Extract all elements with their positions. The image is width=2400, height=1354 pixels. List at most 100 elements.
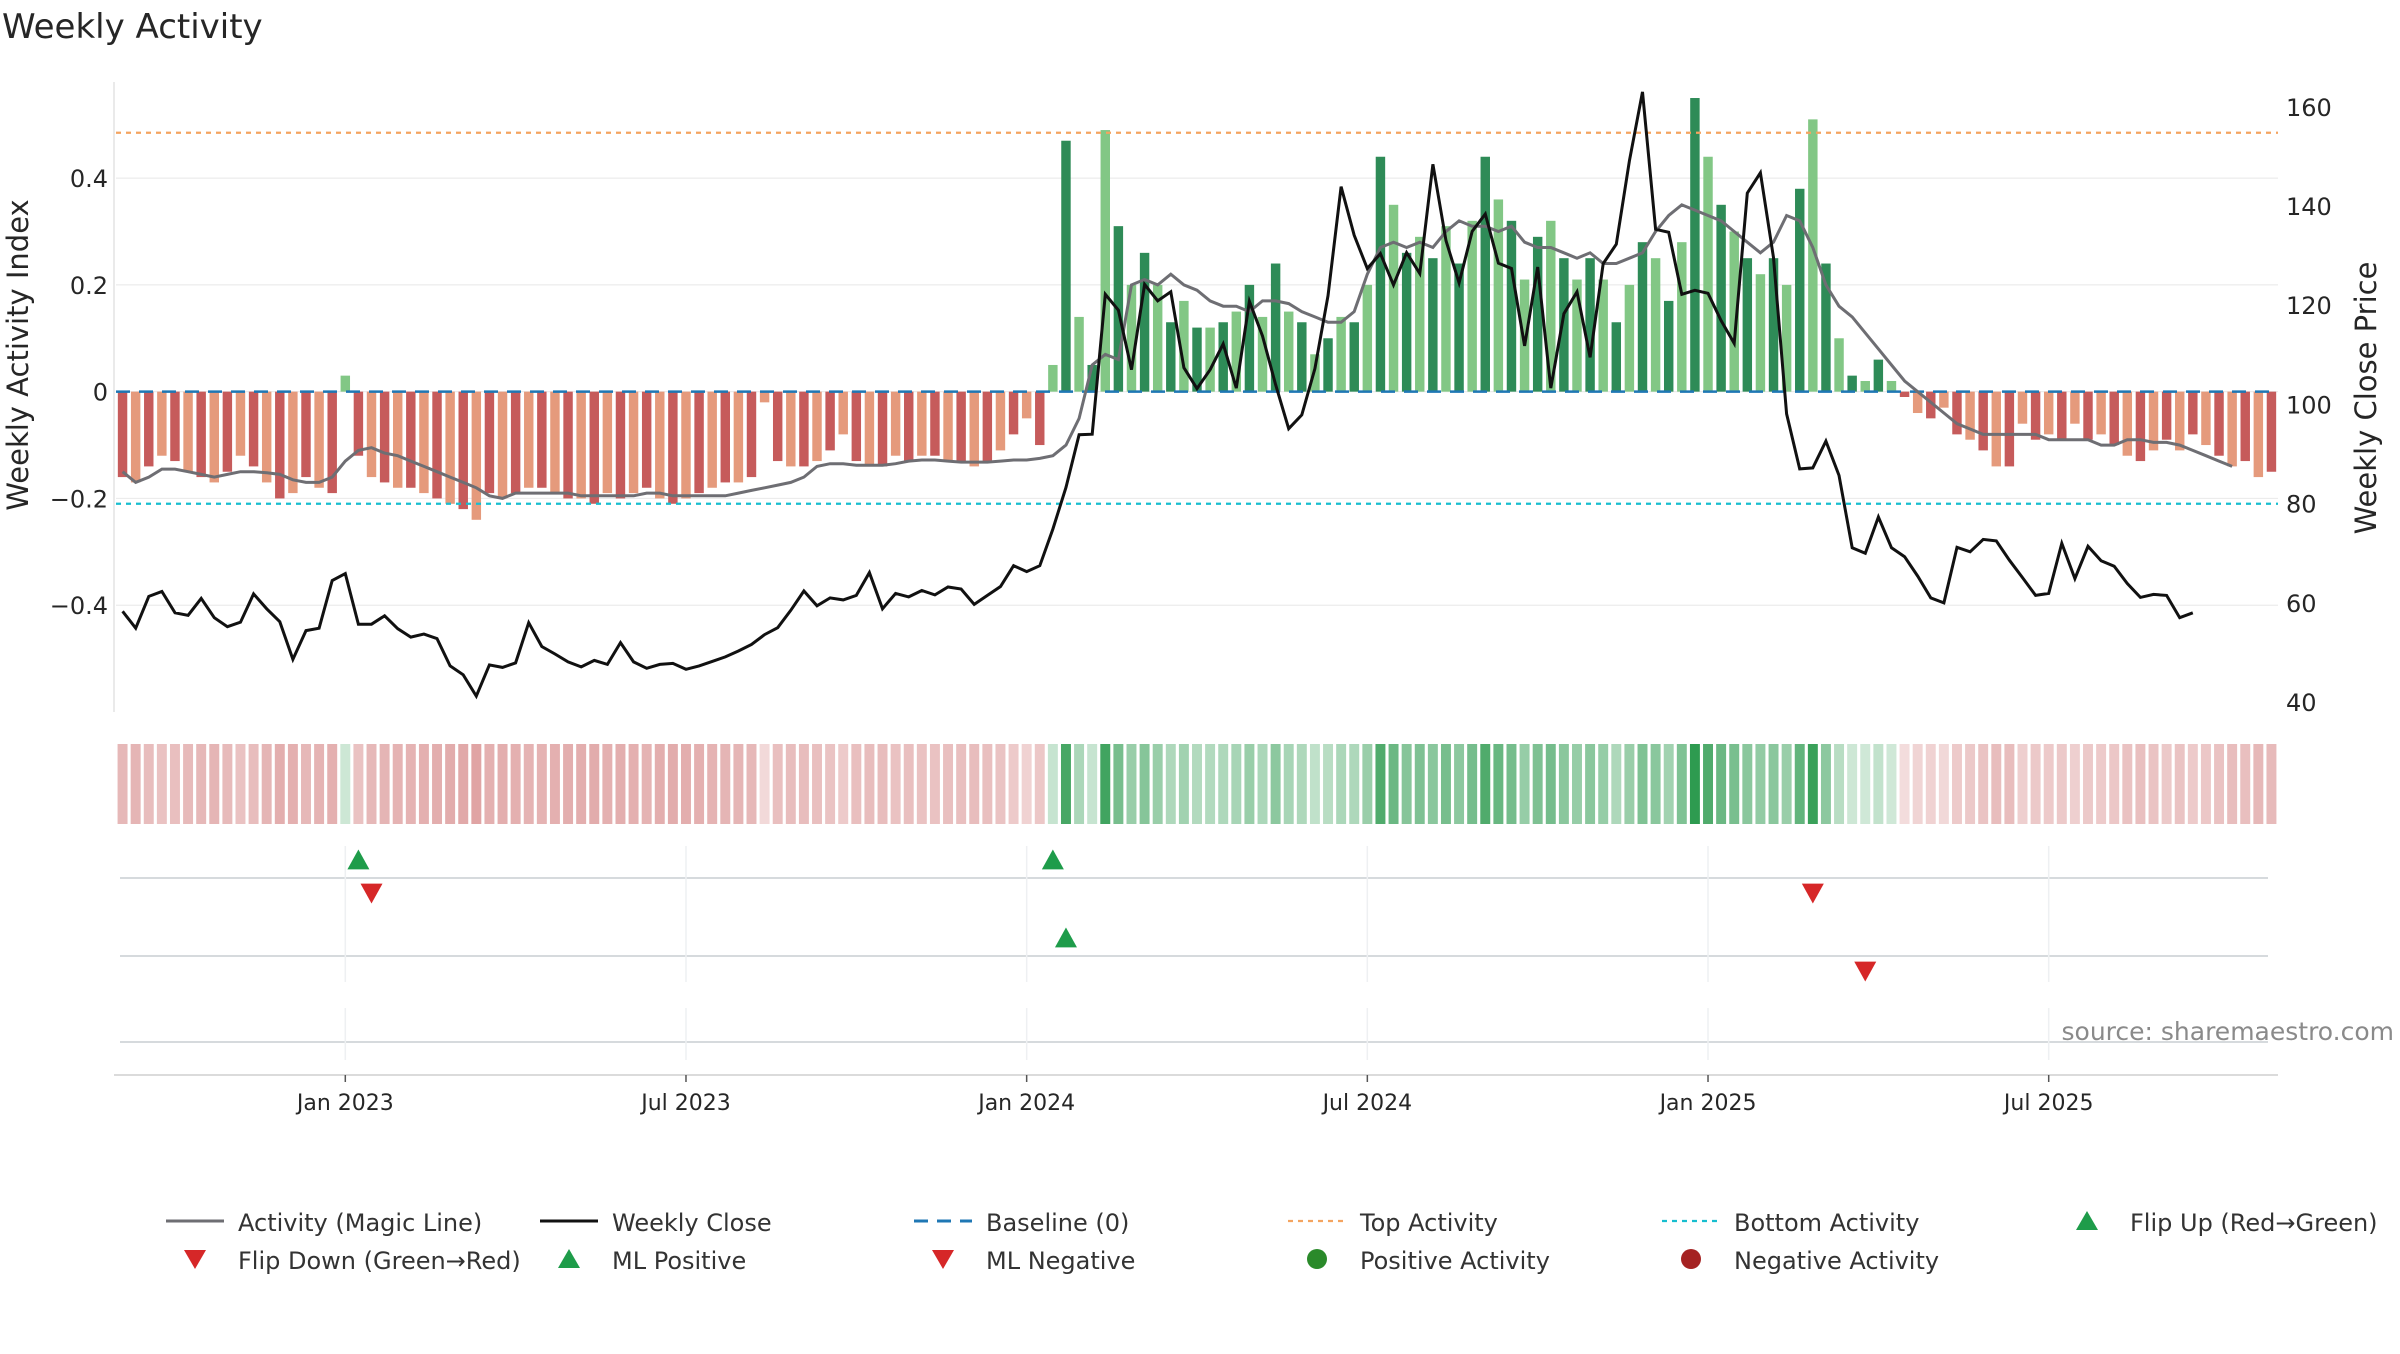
- heat-cell: [1834, 744, 1845, 824]
- activity-bar: [1729, 231, 1739, 392]
- heat-cell: [497, 744, 508, 824]
- legend-swatch-triangle-up: [558, 1249, 580, 1268]
- heat-cell: [1205, 744, 1216, 824]
- heat-cell: [2056, 744, 2067, 824]
- activity-bar: [969, 391, 979, 467]
- heat-cell: [1506, 744, 1517, 824]
- activity-bar: [1926, 391, 1936, 419]
- legend-item: Negative Activity: [1681, 1247, 1939, 1275]
- heat-cell: [1899, 744, 1910, 824]
- activity-bar: [1886, 380, 1897, 392]
- heat-cell: [1689, 744, 1700, 824]
- activity-bar: [1428, 258, 1438, 392]
- heat-cell: [2174, 744, 2185, 824]
- heat-cell: [667, 744, 678, 824]
- activity-bar: [1192, 327, 1202, 392]
- activity-bar: [1755, 274, 1766, 392]
- legend-item: Flip Up (Red→Green): [2076, 1209, 2378, 1237]
- heat-cell: [1270, 744, 1281, 824]
- heat-cell: [602, 744, 613, 824]
- heat-cell: [1794, 744, 1805, 824]
- heat-cell: [445, 744, 456, 824]
- heat-cell: [1860, 744, 1871, 824]
- heat-cell: [1545, 744, 1556, 824]
- heat-cell: [694, 744, 705, 824]
- heat-cell: [1755, 744, 1766, 824]
- heat-cell: [1938, 744, 1949, 824]
- heat-cell: [261, 744, 272, 824]
- heat-cell: [1742, 744, 1753, 824]
- legend-label: Activity (Magic Line): [238, 1209, 482, 1237]
- activity-bar: [471, 391, 482, 520]
- chart-title: Weekly Activity: [2, 7, 263, 47]
- legend-label: Bottom Activity: [1734, 1209, 1919, 1237]
- heat-cell: [2148, 744, 2159, 824]
- activity-bar: [275, 391, 285, 499]
- heat-cell: [1231, 744, 1242, 824]
- activity-bar: [1650, 258, 1661, 392]
- heat-cell: [759, 744, 770, 824]
- legend-label: Positive Activity: [1360, 1247, 1550, 1275]
- activity-bar: [1297, 322, 1307, 392]
- activity-bar: [1703, 156, 1713, 392]
- activity-bar: [1008, 391, 1019, 435]
- legend-label: ML Positive: [612, 1247, 746, 1275]
- activity-bar: [340, 375, 351, 392]
- activity-bar: [1401, 252, 1412, 392]
- activity-bar: [2188, 391, 2198, 435]
- activity-bar: [1663, 300, 1674, 392]
- heat-cell: [1912, 744, 1923, 824]
- heat-cell: [838, 744, 849, 824]
- legend-swatch-dot: [1681, 1249, 1701, 1269]
- activity-bar: [641, 391, 652, 488]
- heat-cell: [2240, 744, 2251, 824]
- heat-cell: [2017, 744, 2028, 824]
- activity-bar: [1585, 258, 1595, 392]
- activity-bar: [917, 391, 927, 456]
- activity-bar: [1152, 284, 1163, 392]
- heat-cell: [812, 744, 822, 824]
- activity-bar: [707, 391, 717, 488]
- y2-tick-label: 140: [2286, 193, 2332, 221]
- heat-cell: [2004, 744, 2015, 824]
- activity-bar: [1035, 391, 1045, 446]
- legend-label: Top Activity: [1359, 1209, 1498, 1237]
- heat-cell: [143, 744, 154, 824]
- legend-swatch-triangle-up: [2076, 1211, 2098, 1230]
- activity-bar: [2030, 391, 2041, 440]
- activity-bar: [1231, 311, 1242, 392]
- heat-cell: [1519, 744, 1530, 824]
- heat-cell: [1401, 744, 1412, 824]
- heat-cell: [1572, 744, 1582, 824]
- heat-cell: [1349, 744, 1360, 824]
- heat-cell: [471, 744, 482, 824]
- heat-cell: [1978, 744, 1989, 824]
- activity-bar: [1781, 284, 1792, 392]
- legend-label: ML Negative: [986, 1247, 1135, 1275]
- activity-bar: [1284, 311, 1294, 392]
- magic-line: [121, 203, 2233, 500]
- y2-tick-label: 40: [2286, 689, 2317, 717]
- heat-cell: [2096, 744, 2107, 824]
- heat-cell: [2043, 744, 2054, 824]
- heat-cell: [1047, 744, 1058, 824]
- activity-bar: [314, 391, 324, 488]
- activity-bar: [602, 391, 613, 494]
- heat-cell: [1021, 744, 1032, 824]
- legend-item: Bottom Activity: [1662, 1209, 1919, 1237]
- heat-cell: [1781, 744, 1792, 824]
- activity-bar: [1965, 391, 1975, 440]
- heat-cell: [1650, 744, 1661, 824]
- heat-cell: [720, 744, 731, 824]
- activity-bar: [1362, 284, 1373, 392]
- legend-label: Baseline (0): [986, 1209, 1129, 1237]
- heat-cell: [1729, 744, 1740, 824]
- activity-bar: [2148, 391, 2159, 451]
- heat-cell: [641, 744, 652, 824]
- activity-bar: [2201, 391, 2211, 446]
- activity-bar: [995, 391, 1006, 451]
- activity-bar: [1939, 391, 1949, 408]
- activity-bar: [235, 391, 246, 456]
- heat-cell: [1126, 744, 1137, 824]
- legend-swatch-dot: [1307, 1249, 1327, 1269]
